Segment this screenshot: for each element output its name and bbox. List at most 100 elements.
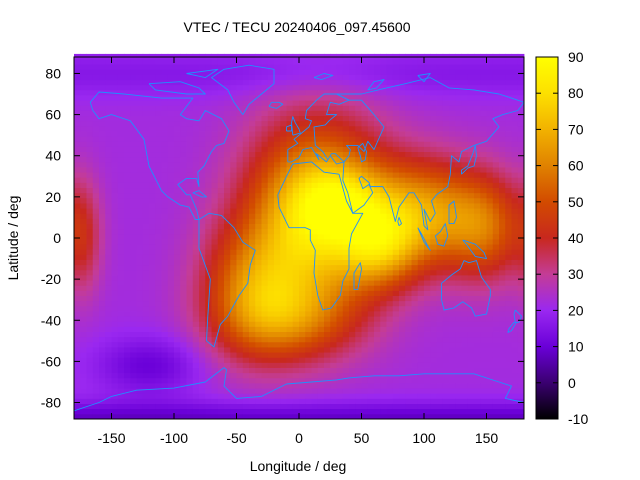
heatmap-cell [74, 100, 81, 106]
heatmap-cell [80, 172, 87, 178]
heatmap-cell [155, 305, 162, 312]
heatmap-cell [149, 233, 156, 240]
heatmap-cell [274, 383, 281, 389]
heatmap-cell [80, 254, 87, 260]
heatmap-cell [492, 254, 500, 260]
heatmap-cell [317, 275, 325, 281]
heatmap-cell [492, 208, 500, 214]
heatmap-cell [199, 115, 206, 122]
heatmap-cell [280, 300, 287, 307]
heatmap-cell [442, 290, 450, 296]
heatmap-cell [380, 120, 387, 127]
heatmap-cell [424, 197, 431, 204]
heatmap-cell [167, 110, 175, 117]
heatmap-cell [230, 357, 237, 363]
heatmap-cell [392, 100, 400, 106]
heatmap-cell [361, 357, 369, 363]
heatmap-cell [305, 264, 312, 271]
heatmap-cell [80, 295, 87, 302]
heatmap-cell [336, 264, 344, 271]
heatmap-cell [399, 398, 406, 404]
heatmap-cell [492, 151, 500, 158]
heatmap-cell [249, 79, 256, 86]
heatmap-cell [436, 161, 444, 168]
heatmap-cell [311, 59, 319, 65]
heatmap-cell [180, 110, 187, 117]
heatmap-cell [136, 249, 144, 255]
heatmap-cell [167, 326, 175, 332]
heatmap-cell [361, 192, 369, 199]
heatmap-cell [180, 311, 187, 317]
heatmap-cell [480, 131, 487, 137]
heatmap-cell [380, 84, 387, 91]
heatmap-cell [449, 131, 456, 137]
heatmap-cell [124, 84, 131, 91]
heatmap-cell [486, 105, 494, 111]
heatmap-cell [405, 388, 412, 394]
heatmap-cell [392, 110, 400, 117]
heatmap-cell [174, 74, 181, 81]
heatmap-cell [261, 393, 269, 399]
heatmap-cell [74, 64, 81, 70]
heatmap-cell [299, 95, 306, 101]
heatmap-cell [199, 336, 206, 343]
heatmap-cell [380, 311, 387, 317]
heatmap-cell [492, 203, 500, 209]
heatmap-cell [430, 244, 437, 250]
heatmap-cell [99, 244, 106, 250]
heatmap-cell [211, 74, 219, 81]
heatmap-cell [474, 331, 481, 338]
heatmap-cell [317, 197, 325, 204]
heatmap-cell [361, 208, 369, 214]
heatmap-cell [236, 187, 244, 194]
heatmap-cell [174, 295, 181, 302]
heatmap-cell [417, 177, 425, 183]
heatmap-cell [449, 223, 456, 230]
heatmap-cell [305, 79, 312, 86]
heatmap-cell [161, 367, 169, 374]
heatmap-cell [330, 146, 337, 153]
heatmap-cell [492, 239, 500, 245]
heatmap-cell [92, 259, 100, 266]
heatmap-cell [292, 311, 300, 317]
heatmap-cell [186, 254, 194, 260]
heatmap-cell [236, 269, 244, 276]
heatmap-cell [467, 336, 475, 343]
heatmap-cell [86, 311, 94, 317]
heatmap-cell [367, 84, 375, 91]
heatmap-cell [486, 79, 494, 86]
heatmap-cell [311, 352, 319, 358]
heatmap-cell [355, 156, 362, 163]
heatmap-cell [211, 403, 219, 410]
heatmap-cell [492, 269, 500, 276]
heatmap-cell [80, 367, 87, 374]
heatmap-cell [242, 362, 250, 368]
heatmap-cell [249, 141, 256, 147]
heatmap-cell [192, 182, 200, 189]
heatmap-cell [174, 275, 181, 281]
heatmap-cell [505, 269, 512, 276]
heatmap-cell [286, 146, 294, 153]
heatmap-cell [317, 372, 325, 379]
heatmap-cell [317, 403, 325, 410]
heatmap-cell [99, 213, 106, 219]
heatmap-cell [249, 239, 256, 245]
heatmap-cell [224, 388, 231, 394]
heatmap-cell [499, 64, 506, 70]
heatmap-cell [286, 357, 294, 363]
heatmap-cell [305, 136, 312, 142]
heatmap-cell [130, 69, 137, 75]
heatmap-cell [230, 203, 237, 209]
heatmap-cell [249, 326, 256, 332]
heatmap-cell [461, 146, 469, 153]
heatmap-cell [292, 197, 300, 204]
heatmap-cell [224, 269, 231, 276]
heatmap-cell [374, 352, 381, 358]
heatmap-cell [86, 136, 94, 142]
heatmap-cell [311, 280, 319, 286]
heatmap-cell [417, 197, 425, 204]
heatmap-cell [299, 311, 306, 317]
heatmap-cell [192, 311, 200, 317]
heatmap-cell [342, 74, 350, 81]
heatmap-cell [449, 275, 456, 281]
